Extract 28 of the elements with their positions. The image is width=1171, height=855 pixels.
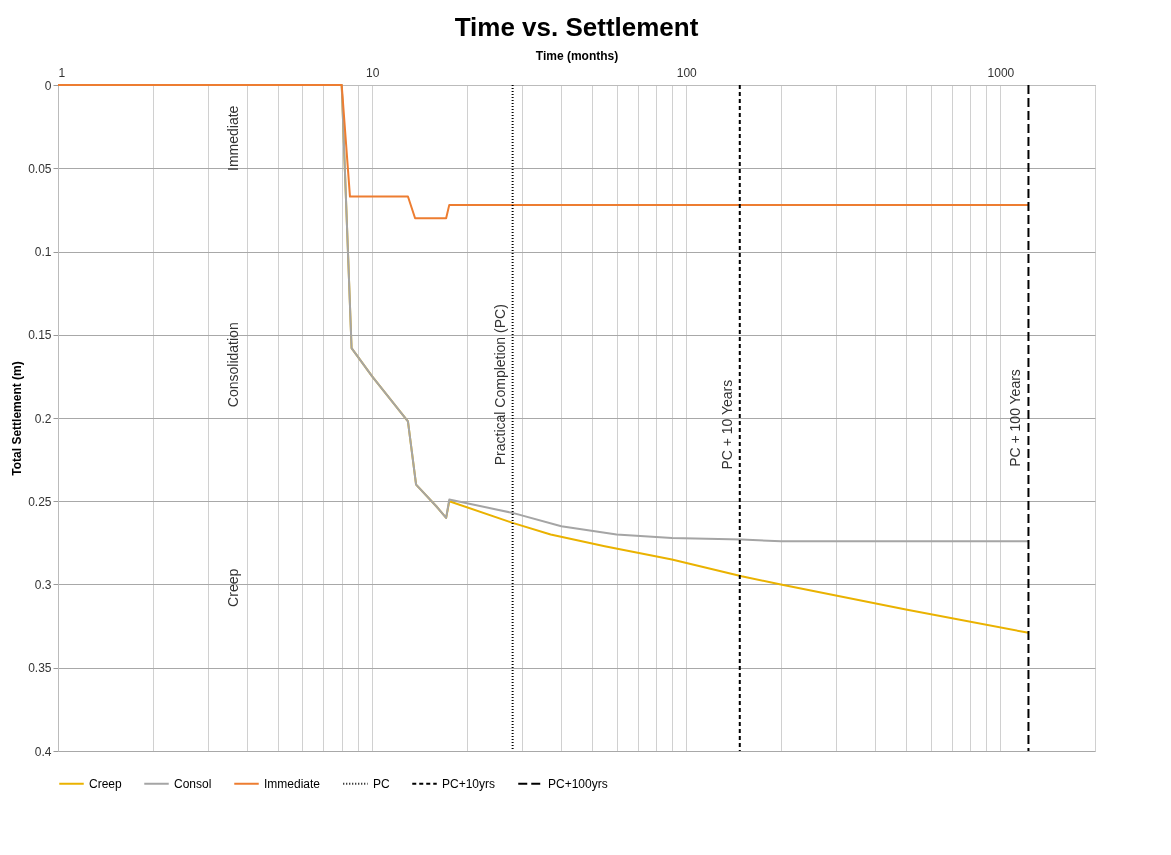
y-tick-label: 0.25 bbox=[28, 494, 52, 509]
x-tick-label: 10 bbox=[365, 65, 380, 80]
annotation: Practical Completion (PC) bbox=[491, 304, 508, 466]
legend-label: PC+10yrs bbox=[442, 776, 496, 791]
y-tick-label: 0.4 bbox=[34, 744, 52, 759]
annotation: PC + 10 Years bbox=[718, 379, 735, 470]
y-axis-title: Total Settlement (m) bbox=[10, 361, 25, 476]
y-tick-label: 0.15 bbox=[28, 328, 52, 343]
legend-label: PC+100yrs bbox=[548, 776, 608, 791]
x-tick-label: 100 bbox=[676, 65, 698, 80]
x-axis-title: Time (months) bbox=[535, 48, 619, 63]
annotation: PC + 100 Years bbox=[1007, 369, 1024, 467]
y-tick-label: 0 bbox=[44, 78, 52, 93]
y-tick-label: 0.35 bbox=[28, 661, 52, 676]
chart-title: Time vs. Settlement bbox=[454, 12, 699, 42]
x-tick-label: 1 bbox=[58, 65, 66, 80]
y-tick-label: 0.1 bbox=[34, 245, 52, 259]
legend-label: PC bbox=[373, 776, 390, 791]
y-tick-label: 0.3 bbox=[34, 578, 52, 592]
legend-label: Consol bbox=[174, 776, 212, 791]
annotation: Creep bbox=[225, 568, 241, 607]
annotation: Consolidation bbox=[225, 322, 241, 408]
annotation: Immediate bbox=[225, 105, 241, 171]
y-tick-label: 0.2 bbox=[34, 411, 52, 426]
x-tick-label: 1000 bbox=[987, 65, 1015, 80]
legend-label: Immediate bbox=[264, 776, 321, 791]
legend-label: Creep bbox=[89, 776, 123, 791]
y-tick-label: 0.05 bbox=[28, 161, 52, 176]
